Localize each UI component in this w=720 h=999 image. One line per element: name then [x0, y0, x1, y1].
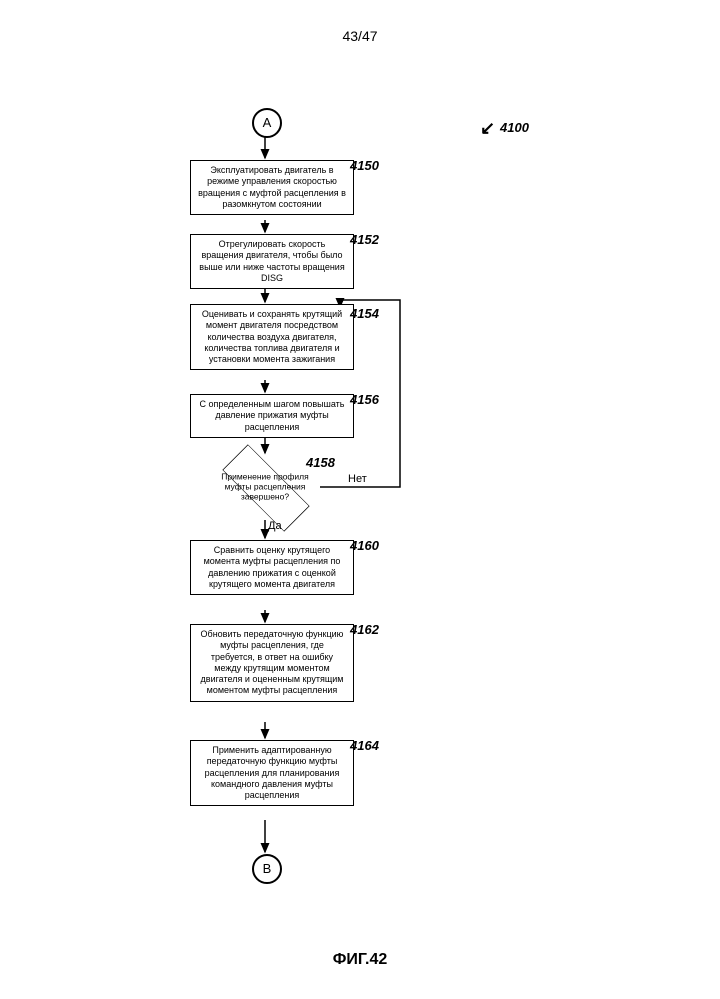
- edge-no: Нет: [348, 473, 367, 485]
- step-4164: Применить адаптированную передаточную фу…: [190, 740, 354, 806]
- ref-4162: 4162: [350, 622, 379, 637]
- ref-4158: 4158: [306, 455, 335, 470]
- ref-4154: 4154: [350, 306, 379, 321]
- ref-4160: 4160: [350, 538, 379, 553]
- decision-4158-text: Применение профиля муфты расцепления зав…: [220, 472, 310, 501]
- ref-4164: 4164: [350, 738, 379, 753]
- connector-b: B: [252, 854, 282, 884]
- edge-yes: Да: [268, 520, 282, 532]
- step-4156: С определенным шагом повышать давление п…: [190, 394, 354, 438]
- step-4162: Обновить передаточную функцию муфты расц…: [190, 624, 354, 702]
- ref-4150: 4150: [350, 158, 379, 173]
- ref-4152: 4152: [350, 232, 379, 247]
- connector-a: A: [252, 108, 282, 138]
- step-4152: Отрегулировать скорость вращения двигате…: [190, 234, 354, 289]
- step-4154: Оценивать и сохранять крутящий момент дв…: [190, 304, 354, 370]
- flow-arrows: [0, 0, 720, 999]
- ref-4156: 4156: [350, 392, 379, 407]
- step-4160: Сравнить оценку крутящего момента муфты …: [190, 540, 354, 595]
- step-4150: Эксплуатировать двигатель в режиме управ…: [190, 160, 354, 215]
- figure-label: ФИГ.42: [333, 951, 387, 969]
- decision-4158: Применение профиля муфты расцепления зав…: [210, 452, 320, 522]
